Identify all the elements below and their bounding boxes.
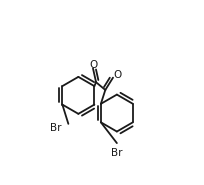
- Text: Br: Br: [111, 148, 123, 158]
- Text: O: O: [89, 60, 97, 70]
- Text: O: O: [113, 70, 122, 80]
- Text: Br: Br: [50, 123, 61, 133]
